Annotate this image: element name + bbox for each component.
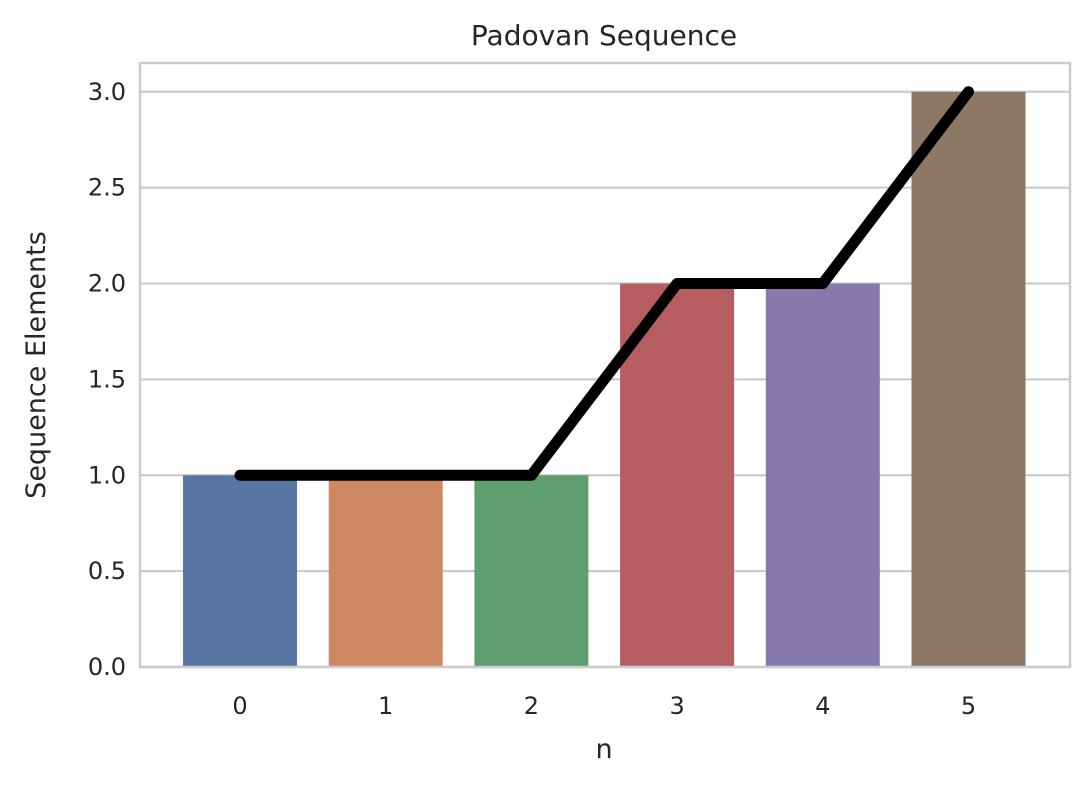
x-tick-labels: 0 1 2 3 4 5 bbox=[232, 692, 976, 720]
y-tick-label: 0.5 bbox=[88, 557, 126, 585]
chart-title: Padovan Sequence bbox=[471, 19, 737, 52]
bar bbox=[328, 475, 443, 667]
x-axis-label: n bbox=[595, 734, 612, 765]
y-tick-label: 2.0 bbox=[88, 270, 126, 298]
line-series-path bbox=[234, 86, 974, 481]
y-tick-labels: 0.0 0.5 1.0 1.5 2.0 2.5 3.0 bbox=[88, 78, 126, 681]
bar bbox=[765, 283, 880, 667]
bar bbox=[620, 283, 735, 667]
x-tick-label: 0 bbox=[232, 692, 247, 720]
y-tick-label: 1.5 bbox=[88, 365, 126, 393]
bar bbox=[183, 475, 297, 667]
x-tick-label: 2 bbox=[524, 692, 539, 720]
y-tick-label: 3.0 bbox=[88, 78, 126, 106]
y-tick-label: 0.0 bbox=[88, 653, 126, 681]
bars bbox=[183, 91, 1026, 667]
bar bbox=[474, 475, 589, 667]
y-axis-label: Sequence Elements bbox=[21, 231, 52, 499]
plot-frame bbox=[138, 61, 1072, 669]
x-tick-label: 1 bbox=[378, 692, 393, 720]
x-tick-label: 3 bbox=[669, 692, 684, 720]
x-tick-label: 4 bbox=[815, 692, 830, 720]
x-tick-label: 5 bbox=[961, 692, 976, 720]
bar bbox=[911, 91, 1026, 667]
y-tick-label: 1.0 bbox=[88, 461, 126, 489]
line-series bbox=[234, 86, 974, 481]
y-tick-label: 2.5 bbox=[88, 174, 126, 202]
